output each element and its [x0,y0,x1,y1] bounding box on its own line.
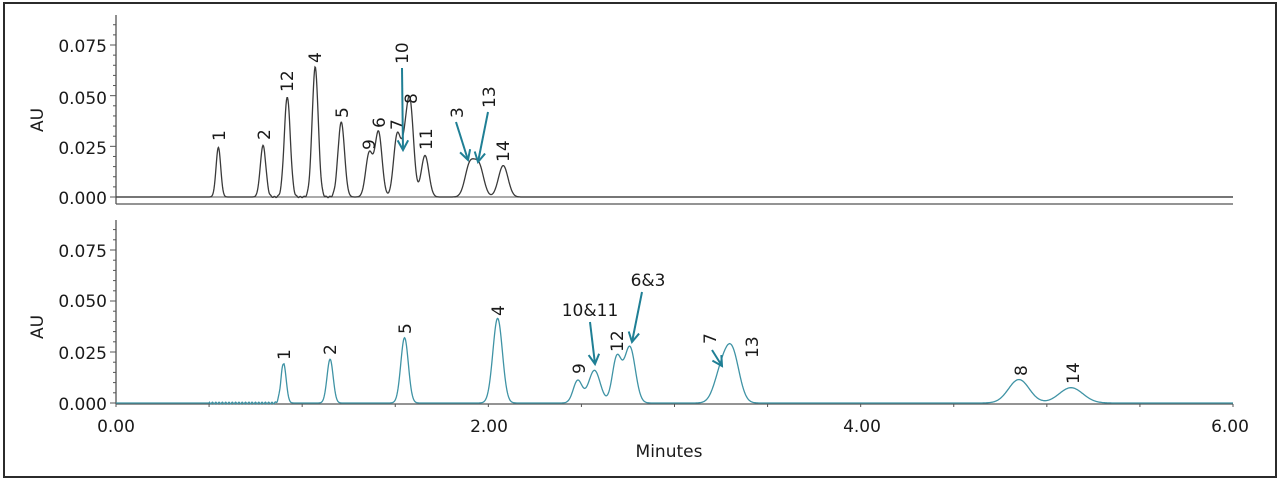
peak-label-5: 5 [333,107,353,118]
top-y-tick-0025: 0.025 [58,139,107,159]
chart-frame [3,2,1277,478]
arrow-icon [587,321,601,367]
top-y-axis-title: AU [28,108,48,132]
top-trace-line [116,65,1233,199]
peak-label-9: 9 [360,139,380,150]
top-panel: AU 0.075 0.050 0.025 0.000 1 212459671081… [28,15,1233,209]
x-tick-600: 6.00 [1211,417,1249,437]
peak-label-3: 3 [448,107,468,118]
x-tick-000: 0.00 [97,417,135,437]
peak-label-6-and-3: 6&3 [631,271,666,291]
arrow-icon [455,121,472,162]
peak-label-2: 2 [255,129,275,140]
x-axis-title: Minutes [636,442,703,462]
bottom-y-axis-title: AU [28,315,48,339]
peak-label-6: 6 [370,117,390,128]
top-y-tick-0075: 0.075 [58,37,107,57]
arrow-icon [473,111,489,165]
peak-label-8: 8 [402,93,422,104]
arrow-icon [396,67,410,153]
peak-label-12: 12 [278,70,298,92]
top-y-tick-0050: 0.050 [58,89,107,109]
peak-label-8: 8 [1012,365,1032,376]
arrow-icon [711,349,724,368]
peak-label-13: 13 [480,86,500,108]
top-y-tick-0000: 0.000 [58,189,107,209]
peak-label-5: 5 [396,323,416,334]
bottom-y-tick-0050: 0.050 [58,292,107,312]
x-tick-200: 2.00 [470,417,508,437]
bottom-axes [110,220,1234,407]
peak-label-4: 4 [489,305,509,316]
peak-label-7: 7 [701,333,721,344]
peak-label-10-and-11: 10&11 [562,301,619,321]
peak-label-12: 12 [608,330,628,352]
peak-label-10: 10 [393,42,413,64]
peak-label-14: 14 [494,140,514,162]
peak-label-1: 1 [275,349,295,360]
peak-label-1: 1 [210,130,230,141]
arrow-icon [627,291,643,345]
bottom-y-tick-0000: 0.000 [58,395,107,415]
x-tick-400: 4.00 [843,417,881,437]
peak-label-14: 14 [1064,362,1084,384]
peak-label-13: 13 [743,336,763,358]
peak-label-9: 9 [570,363,590,374]
bottom-panel: AU 0.075 0.050 0.025 0.000 1 254910&11126… [28,220,1249,462]
bottom-trace-line [116,317,1233,405]
peak-label-2: 2 [321,344,341,355]
top-axes [110,15,1233,205]
bottom-y-tick-0025: 0.025 [58,344,107,364]
bottom-y-tick-0075: 0.075 [58,242,107,262]
peak-label-11: 11 [417,128,437,150]
peak-label-7: 7 [388,119,408,130]
peak-label-4: 4 [306,52,326,63]
